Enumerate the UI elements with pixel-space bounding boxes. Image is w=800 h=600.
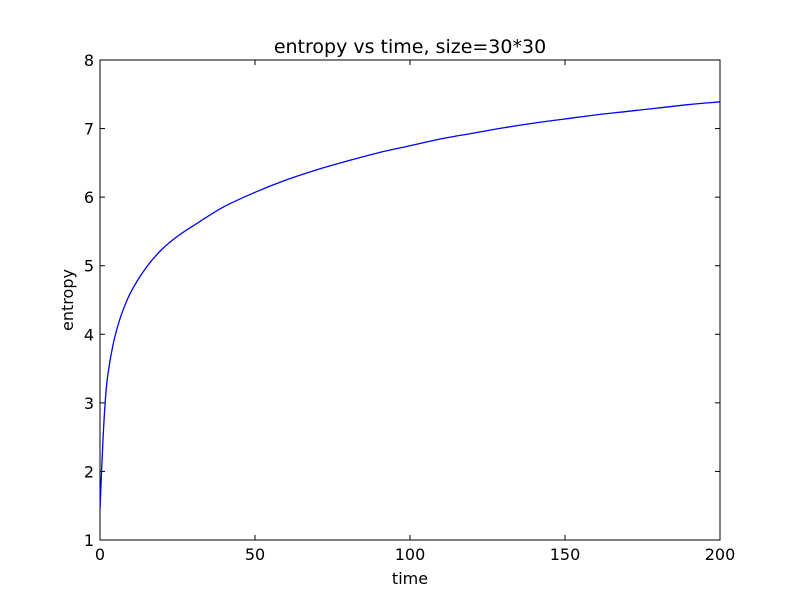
axis-tick-labels: 0 50 100 150 200 1 2 3 4 5 6 7 8 — [84, 51, 735, 564]
chart-title: entropy vs time, size=30*30 — [274, 36, 546, 58]
entropy-series-line — [99, 101, 721, 510]
axis-ticks — [99, 59, 721, 541]
x-tick-label: 100 — [395, 545, 426, 564]
x-axis-label: time — [392, 569, 428, 588]
y-tick-label: 7 — [84, 120, 94, 139]
x-tick-label: 150 — [550, 545, 581, 564]
x-tick-label: 200 — [705, 545, 736, 564]
y-tick-label: 3 — [84, 394, 94, 413]
x-tick-label: 0 — [95, 545, 105, 564]
y-tick-label: 6 — [84, 188, 94, 207]
y-tick-label: 8 — [84, 51, 94, 70]
y-tick-label: 5 — [84, 257, 94, 276]
y-axis-label: entropy — [58, 269, 77, 331]
series-group — [99, 101, 721, 510]
x-tick-label: 50 — [245, 545, 265, 564]
y-tick-label: 2 — [84, 462, 94, 481]
y-tick-label: 4 — [84, 325, 94, 344]
plot-area-frame — [99, 59, 721, 541]
y-tick-label: 1 — [84, 531, 94, 550]
